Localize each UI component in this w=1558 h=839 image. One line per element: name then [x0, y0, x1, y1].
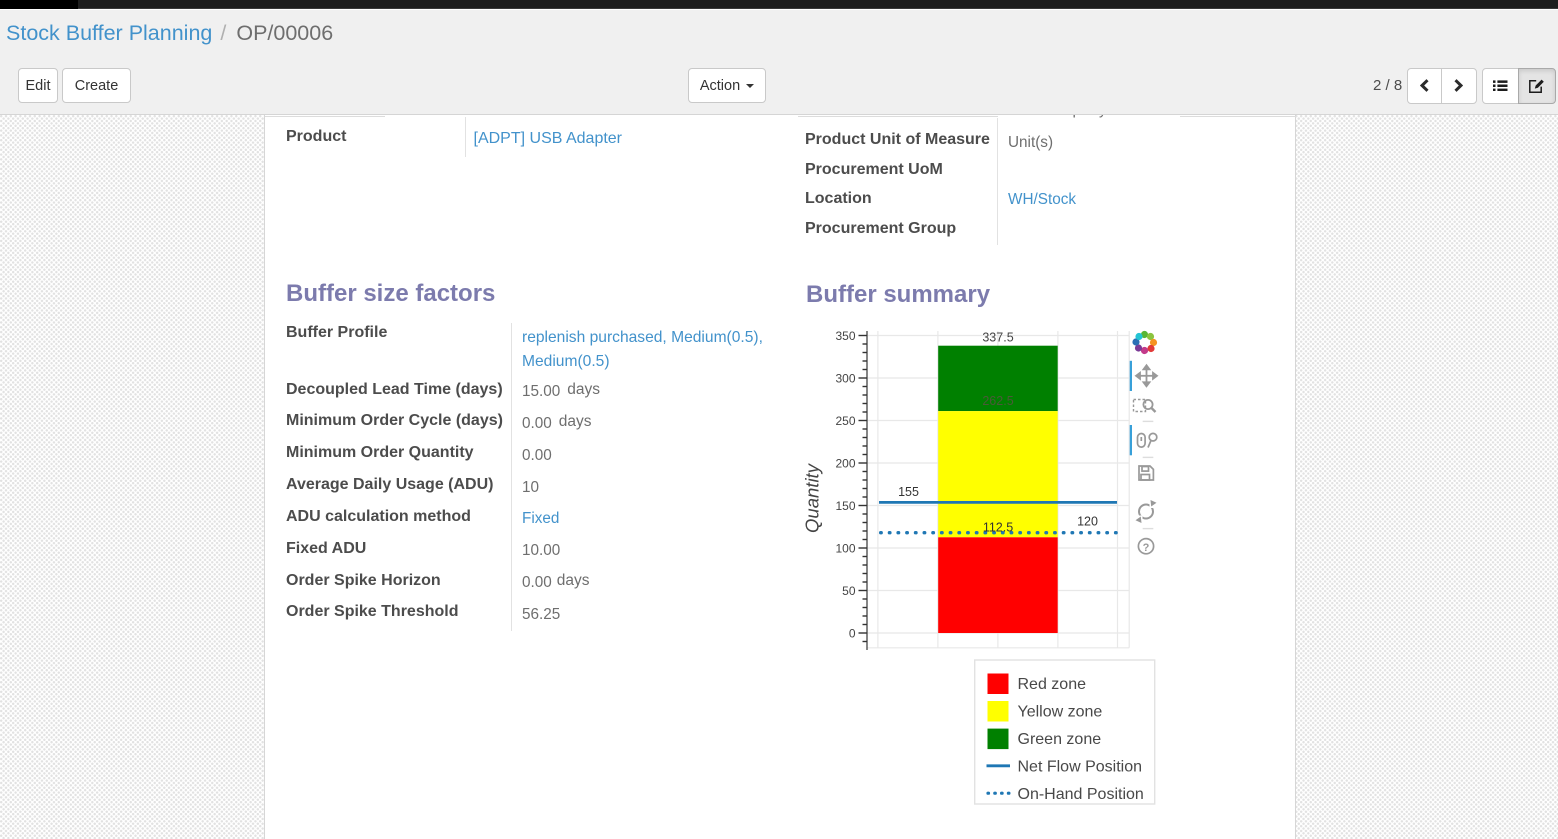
svg-text:100: 100 [835, 541, 855, 555]
svg-text:Green zone: Green zone [1018, 731, 1102, 748]
svg-text:On-Hand Position: On-Hand Position [1018, 786, 1144, 803]
svg-text:250: 250 [835, 414, 855, 428]
svg-text:?: ? [1143, 542, 1150, 554]
svg-text:0: 0 [849, 626, 856, 640]
svg-text:Yellow zone: Yellow zone [1018, 704, 1103, 721]
svg-text:350: 350 [835, 329, 855, 343]
svg-text:337.5: 337.5 [982, 331, 1013, 345]
svg-text:112.5: 112.5 [983, 520, 1013, 534]
svg-text:120: 120 [1077, 515, 1098, 529]
svg-text:300: 300 [835, 371, 855, 385]
svg-text:200: 200 [835, 456, 855, 470]
svg-text:50: 50 [842, 584, 856, 598]
svg-text:Red zone: Red zone [1018, 676, 1087, 693]
svg-text:Quantity: Quantity [802, 462, 823, 533]
svg-text:155: 155 [898, 485, 919, 499]
svg-text:Net Flow Position: Net Flow Position [1018, 759, 1143, 776]
svg-text:262.5: 262.5 [982, 394, 1013, 408]
svg-text:150: 150 [835, 499, 855, 513]
